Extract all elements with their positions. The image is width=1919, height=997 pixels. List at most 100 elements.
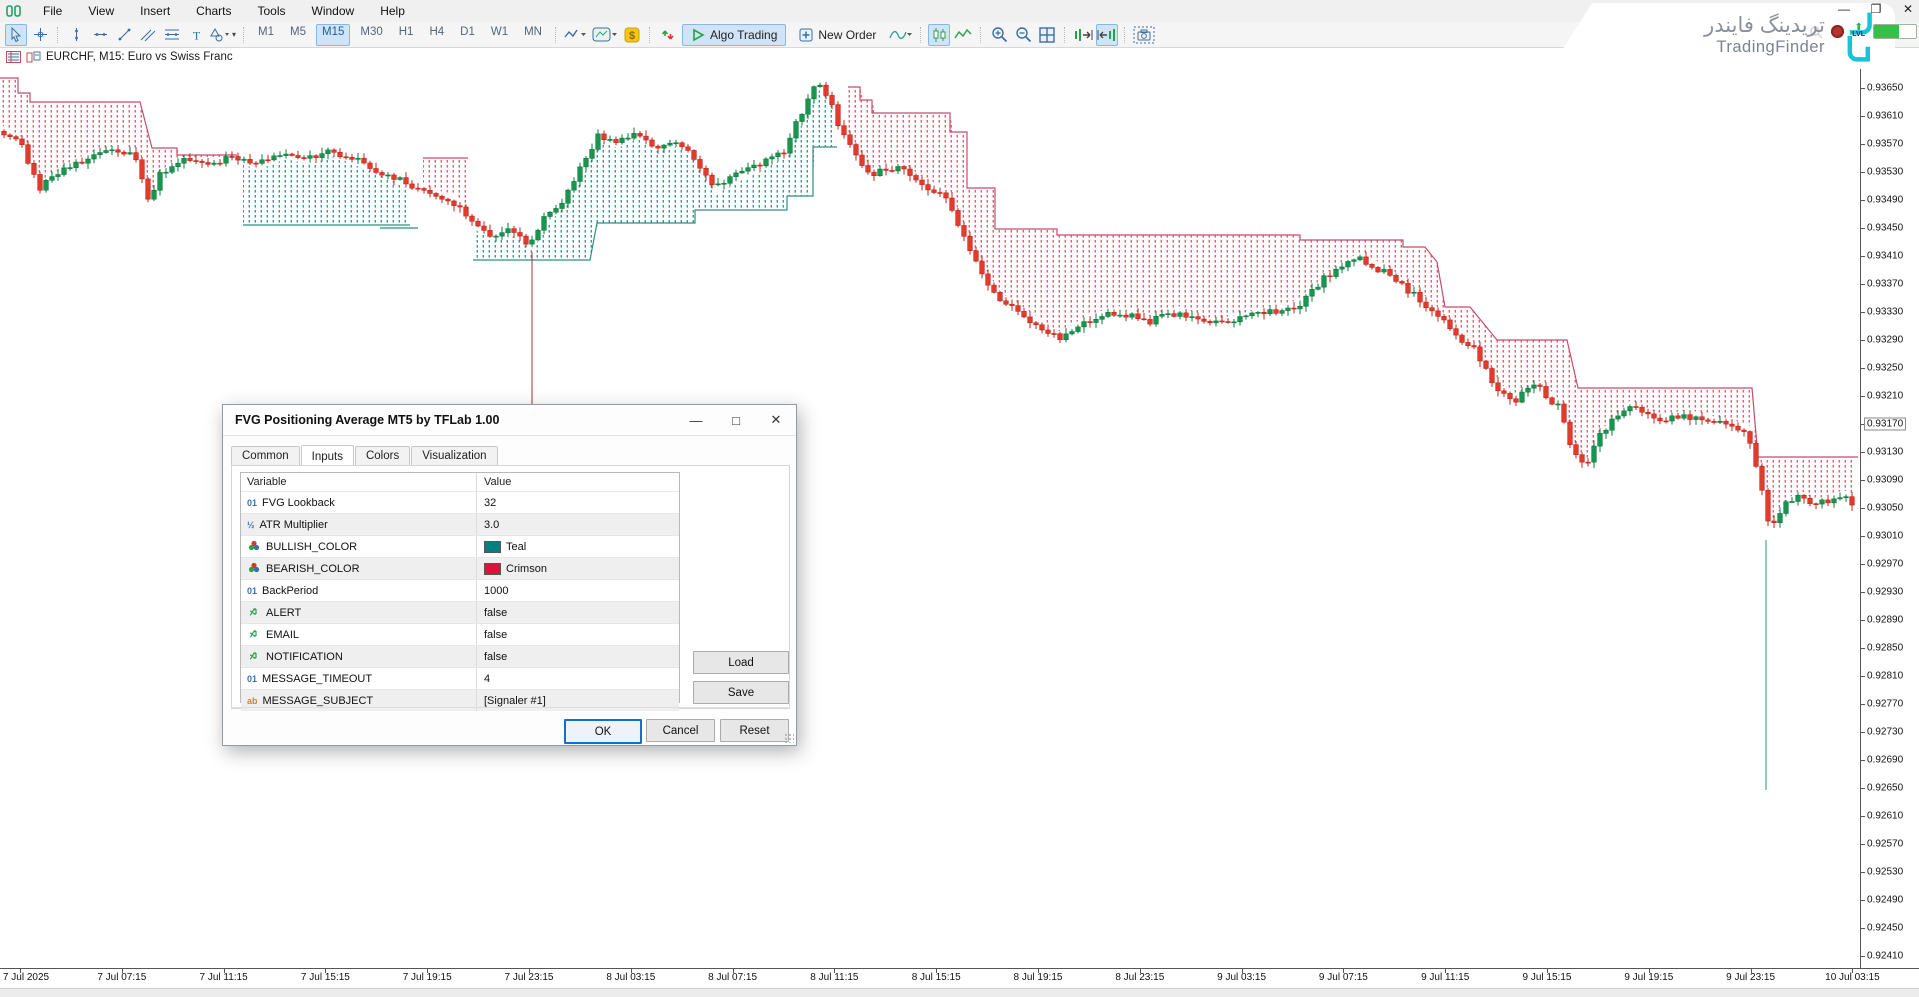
cancel-button[interactable]: Cancel xyxy=(646,719,715,742)
dialog-tab-strip: Common Inputs Colors Visualization xyxy=(223,442,796,467)
price-tick xyxy=(1861,592,1865,593)
menu-file[interactable]: File xyxy=(43,4,63,18)
channel-icon[interactable] xyxy=(137,24,159,46)
price-tick xyxy=(1861,760,1865,761)
color-type-icon xyxy=(247,562,261,576)
menu-insert[interactable]: Insert xyxy=(140,4,171,18)
param-row[interactable]: BEARISH_COLOR Crimson xyxy=(241,558,679,580)
param-value-cell[interactable]: 1000 xyxy=(477,585,679,597)
indicator-wave-icon[interactable] xyxy=(888,24,914,46)
chart-shift-icon[interactable] xyxy=(1096,23,1119,46)
fibonacci-icon[interactable] xyxy=(161,24,183,46)
dialog-tab-visualization[interactable]: Visualization xyxy=(411,446,498,466)
menu-tools[interactable]: Tools xyxy=(257,4,286,18)
menu-view[interactable]: View xyxy=(88,4,115,18)
reset-button[interactable]: Reset xyxy=(720,719,789,742)
line-chart-icon[interactable] xyxy=(952,24,974,46)
price-axis[interactable]: 0.93650 0.93610 0.93570 0.93530 0.93490 0.934… xyxy=(1860,47,1919,968)
param-value-cell[interactable]: 4 xyxy=(477,673,679,685)
dialog-close-button[interactable]: ✕ xyxy=(770,412,782,427)
param-row[interactable]: ALERT false xyxy=(241,602,679,624)
zoom-in-icon[interactable] xyxy=(988,24,1010,46)
param-value-cell[interactable]: [Signaler #1] xyxy=(477,695,679,707)
timeframe-h4[interactable]: H4 xyxy=(429,25,445,38)
close-button[interactable]: ✕ xyxy=(1902,2,1914,16)
timeframe-mn[interactable]: MN xyxy=(524,25,542,38)
one-click-trading-icon[interactable] xyxy=(6,51,21,63)
dialog-tab-inputs[interactable]: Inputs xyxy=(300,445,354,467)
mt5-app-icon xyxy=(6,5,21,17)
trendline-icon[interactable] xyxy=(113,24,135,46)
dialog-tab-common[interactable]: Common xyxy=(231,446,300,466)
price-label: 0.93290 xyxy=(1867,334,1904,346)
param-row[interactable]: EMAIL false xyxy=(241,624,679,646)
time-label: 7 Jul 2025 xyxy=(2,972,50,983)
timeframe-d1[interactable]: D1 xyxy=(460,25,475,38)
param-row[interactable]: NOTIFICATION false xyxy=(241,646,679,668)
param-value-cell[interactable]: false xyxy=(477,651,679,663)
param-row[interactable]: BULLISH_COLOR Teal xyxy=(241,536,679,558)
price-label: 0.93610 xyxy=(1867,110,1904,122)
shapes-dropdown-icon[interactable]: ▾ xyxy=(232,30,237,39)
timeframe-m15[interactable]: M15 xyxy=(315,23,351,46)
param-row[interactable]: ½ ATR Multiplier 3.0 xyxy=(241,514,679,536)
param-value-cell[interactable]: 32 xyxy=(477,497,679,509)
zoom-out-icon[interactable] xyxy=(1012,24,1034,46)
minimize-button[interactable]: — xyxy=(1838,2,1850,16)
restore-button[interactable]: ❐ xyxy=(1870,2,1882,16)
param-row[interactable]: 01 BackPeriod 1000 xyxy=(241,580,679,602)
param-value: [Signaler #1] xyxy=(484,694,546,707)
vertical-line-icon[interactable] xyxy=(65,24,87,46)
param-value-cell[interactable]: Crimson xyxy=(477,562,679,575)
param-value-cell[interactable]: false xyxy=(477,607,679,619)
screenshot-icon[interactable] xyxy=(1132,24,1156,46)
menu-window[interactable]: Window xyxy=(311,4,355,18)
time-axis[interactable]: 7 Jul 2025 7 Jul 07:15 7 Jul 11:15 7 Jul 15… xyxy=(0,968,1919,989)
indicator-settings-dialog[interactable]: FVG Positioning Average MT5 by TFLab 1.0… xyxy=(222,404,797,746)
param-value-cell[interactable]: false xyxy=(477,629,679,641)
quotes-dollar-icon[interactable]: $ xyxy=(621,24,643,46)
dialog-tab-colors[interactable]: Colors xyxy=(354,446,411,466)
lvl-badge-icon: ⬆ LVL xyxy=(1852,23,1865,39)
save-button[interactable]: Save xyxy=(693,681,789,704)
param-row[interactable]: ab MESSAGE_SUBJECT [Signaler #1] xyxy=(241,690,679,711)
parameters-table[interactable]: Variable Value 01 FVG Lookback 32 ½ ATR Multip… xyxy=(240,472,680,711)
buy-sell-arrows-icon[interactable] xyxy=(657,24,679,46)
time-tick xyxy=(1038,969,1039,973)
param-row[interactable]: 01 MESSAGE_TIMEOUT 4 xyxy=(241,668,679,690)
param-value-cell[interactable]: 3.0 xyxy=(477,519,679,531)
load-button[interactable]: Load xyxy=(693,651,789,674)
shapes-icon[interactable]: ▾ xyxy=(209,24,237,46)
timeframe-m30[interactable]: M30 xyxy=(360,25,383,38)
cursor-icon[interactable] xyxy=(5,23,27,46)
timeframe-h1[interactable]: H1 xyxy=(398,25,414,38)
tile-windows-icon[interactable] xyxy=(1036,24,1058,46)
menu-charts[interactable]: Charts xyxy=(196,4,232,18)
dialog-resize-grip[interactable] xyxy=(784,733,794,743)
algo-trading-button[interactable]: Algo Trading xyxy=(681,23,787,46)
chart-template-icon[interactable] xyxy=(591,24,619,46)
auto-scroll-icon[interactable] xyxy=(1072,24,1094,46)
ok-button[interactable]: OK xyxy=(564,719,642,744)
candlestick-chart-icon[interactable] xyxy=(928,23,951,46)
param-row[interactable]: 01 FVG Lookback 32 xyxy=(241,492,679,514)
dialog-minimize-button[interactable]: — xyxy=(689,412,703,428)
new-order-button[interactable]: New Order xyxy=(790,24,885,46)
param-value: false xyxy=(484,606,508,619)
timeframe-w1[interactable]: W1 xyxy=(490,25,509,38)
price-label: 0.93010 xyxy=(1867,530,1904,542)
param-value-cell[interactable]: Teal xyxy=(477,540,679,553)
time-tick xyxy=(1343,969,1345,973)
price-label: 0.92410 xyxy=(1867,950,1904,962)
timeframe-m1[interactable]: M1 xyxy=(258,25,274,38)
dialog-title-bar[interactable]: FVG Positioning Average MT5 by TFLab 1.0… xyxy=(223,405,796,436)
text-icon[interactable]: T xyxy=(185,24,207,46)
depth-of-market-icon[interactable] xyxy=(26,51,41,63)
dialog-restore-button[interactable]: □ xyxy=(732,412,740,428)
horizontal-line-icon[interactable] xyxy=(89,24,111,46)
crosshair-icon[interactable] xyxy=(29,24,51,46)
chart-line-mode-icon[interactable] xyxy=(563,24,589,46)
timeframe-m5[interactable]: M5 xyxy=(290,25,306,38)
menu-help[interactable]: Help xyxy=(380,4,405,18)
price-label: 0.92530 xyxy=(1867,866,1904,878)
